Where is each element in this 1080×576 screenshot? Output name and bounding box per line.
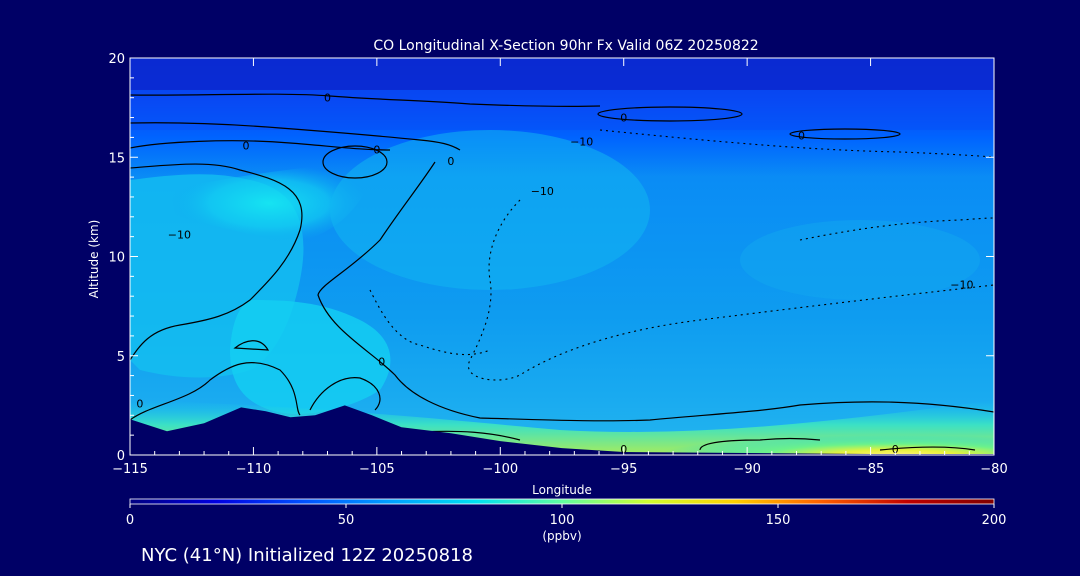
contour-label: −10 <box>950 278 973 291</box>
colorbar <box>130 499 994 504</box>
contour-zero-upper <box>130 93 601 107</box>
contour-label: 0 <box>798 129 805 142</box>
contour-zero-plume <box>130 163 303 361</box>
colorbar-tick-label: 50 <box>338 513 355 528</box>
contour-zero-cell-east <box>597 106 743 122</box>
x-tick-label: −95 <box>610 462 637 477</box>
contour-zero-cell-far-east <box>789 128 901 140</box>
y-tick-label: 0 <box>117 449 125 464</box>
contour-label: 0 <box>324 92 331 105</box>
x-tick-label: −115 <box>112 462 148 477</box>
contour-zero-surface-far <box>879 446 976 451</box>
contour-zero-tropopause <box>130 122 461 151</box>
contour-lines-negative <box>369 129 994 381</box>
tropopause-band <box>130 90 994 130</box>
y-axis-label: Altitude (km) <box>87 220 101 299</box>
x-tick-label: −105 <box>359 462 395 477</box>
contour-zero-lower <box>130 361 301 421</box>
x-tick-label: −110 <box>236 462 272 477</box>
y-tick-label: 10 <box>108 251 125 266</box>
contour-labels: 0000000000−10−10−10−10 <box>136 92 973 456</box>
x-tick-label: −100 <box>482 462 518 477</box>
colorbar-ticks: 0 50 100 150 200 <box>126 504 1007 528</box>
x-tick-label: −85 <box>857 462 884 477</box>
contour-neg-10-east <box>799 217 994 241</box>
x-tick-label: −90 <box>733 462 760 477</box>
contour-label: 0 <box>892 443 899 456</box>
contour-label: −10 <box>570 135 593 148</box>
contour-zero-cell-west <box>322 145 388 179</box>
contour-zero-tropopause-2 <box>130 140 391 151</box>
colorbar-tick-label: 200 <box>982 513 1007 528</box>
terrain-silhouette <box>130 405 994 455</box>
colorbar-tick-label: 150 <box>766 513 791 528</box>
cyan-plume-mid <box>230 300 391 414</box>
contour-label: 0 <box>373 143 380 156</box>
colorbar-tick-label: 100 <box>550 513 575 528</box>
x-tick-label: −80 <box>980 462 1007 477</box>
colorbar-label: (ppbv) <box>542 529 581 543</box>
colorbar-tick-label: 0 <box>126 513 134 528</box>
stratosphere-band <box>130 58 994 90</box>
contour-zero-small <box>233 340 270 351</box>
footer-station-info: NYC (41°N) Initialized 12Z 20250818 <box>141 545 473 566</box>
contour-lines <box>130 93 994 451</box>
contour-zero-bump <box>309 377 381 411</box>
x-axis: −115 −110 −105 −100 −95 −90 −85 −80 <box>112 58 1008 477</box>
x-axis-label: Longitude <box>532 483 592 497</box>
contour-label: 0 <box>447 155 454 168</box>
contour-label: 0 <box>243 139 250 152</box>
y-tick-label: 15 <box>108 151 125 166</box>
cyan-plume-center <box>330 130 650 290</box>
y-tick-label: 20 <box>108 52 125 67</box>
contour-label: 0 <box>620 112 627 125</box>
contour-label: −10 <box>531 185 554 198</box>
contour-zero-surface-east <box>699 437 821 451</box>
plot-area: 0000000000−10−10−10−10 <box>130 58 994 456</box>
chart-title: CO Longitudinal X-Section 90hr Fx Valid … <box>373 38 758 54</box>
y-axis: 0 5 10 15 20 <box>108 52 994 464</box>
contour-label: 0 <box>378 356 385 369</box>
cyan-plume-core <box>170 163 369 243</box>
cyan-patch-east <box>740 220 980 300</box>
y-tick-label: 5 <box>117 350 125 365</box>
contour-label: −10 <box>168 229 191 242</box>
contour-zero-plume-east <box>317 161 994 422</box>
contour-label: 0 <box>136 397 143 410</box>
contour-neg-10-upper <box>599 129 994 158</box>
